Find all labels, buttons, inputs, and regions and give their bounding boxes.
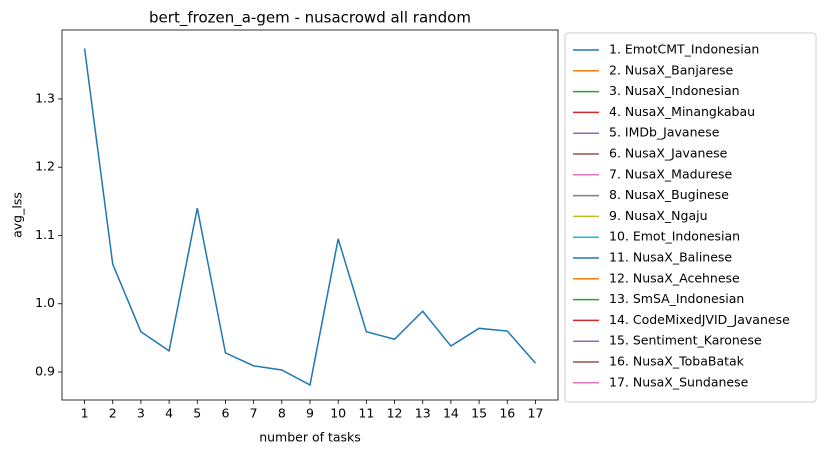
x-tick-label: 6 xyxy=(221,406,229,421)
legend-label: 2. NusaX_Banjarese xyxy=(609,62,734,77)
legend-label: 11. NusaX_Balinese xyxy=(609,250,732,265)
legend-label: 13. SmSA_Indonesian xyxy=(609,291,744,306)
x-tick-label: 3 xyxy=(137,406,145,421)
y-tick-label: 1.2 xyxy=(35,159,55,174)
x-tick-label: 1 xyxy=(81,406,89,421)
legend-label: 1. EmotCMT_Indonesian xyxy=(609,42,759,57)
series-line xyxy=(83,48,537,387)
legend-label: 9. NusaX_Ngaju xyxy=(609,208,708,223)
x-tick-label: 8 xyxy=(278,406,286,421)
y-axis-label: avg_lss xyxy=(10,192,25,238)
legend-label: 10. Emot_Indonesian xyxy=(609,229,740,244)
legend-label: 17. NusaX_Sundanese xyxy=(609,374,749,389)
legend-label: 14. CodeMixedJVID_Javanese xyxy=(609,312,790,327)
x-tick-label: 4 xyxy=(165,406,173,421)
legend-label: 6. NusaX_Javanese xyxy=(609,146,728,161)
legend-label: 12. NusaX_Acehnese xyxy=(609,270,740,285)
x-tick-label: 2 xyxy=(109,406,117,421)
x-tick-label: 10 xyxy=(330,406,346,421)
legend-label: 16. NusaX_TobaBatak xyxy=(609,354,745,369)
legend-box xyxy=(564,32,817,403)
x-tick-label: 12 xyxy=(387,406,403,421)
x-tick-label: 16 xyxy=(499,406,515,421)
x-tick-label: 11 xyxy=(358,406,374,421)
y-tick-label: 0.9 xyxy=(35,364,55,379)
chart-title: bert_frozen_a-gem - nusacrowd all random xyxy=(149,9,471,28)
legend-label: 8. NusaX_Buginese xyxy=(609,187,729,202)
legend-label: 4. NusaX_Minangkabau xyxy=(609,104,755,119)
y-tick-label: 1.3 xyxy=(35,90,55,105)
y-tick-label: 1.1 xyxy=(35,227,55,242)
x-tick-label: 7 xyxy=(250,406,258,421)
y-tick-label: 1.0 xyxy=(35,295,55,310)
legend-label: 15. Sentiment_Karonese xyxy=(609,333,762,348)
x-tick-label: 13 xyxy=(415,406,431,421)
x-tick-label: 14 xyxy=(443,406,459,421)
legend-label: 3. NusaX_Indonesian xyxy=(609,83,740,98)
x-tick-label: 5 xyxy=(193,406,201,421)
legend-label: 5. IMDb_Javanese xyxy=(609,125,720,140)
x-tick-label: 9 xyxy=(306,406,314,421)
x-axis-label: number of tasks xyxy=(259,430,361,445)
x-tick-label: 17 xyxy=(528,406,544,421)
x-tick-label: 15 xyxy=(471,406,487,421)
legend-label: 7. NusaX_Madurese xyxy=(609,166,733,181)
plot-frame xyxy=(61,29,559,401)
